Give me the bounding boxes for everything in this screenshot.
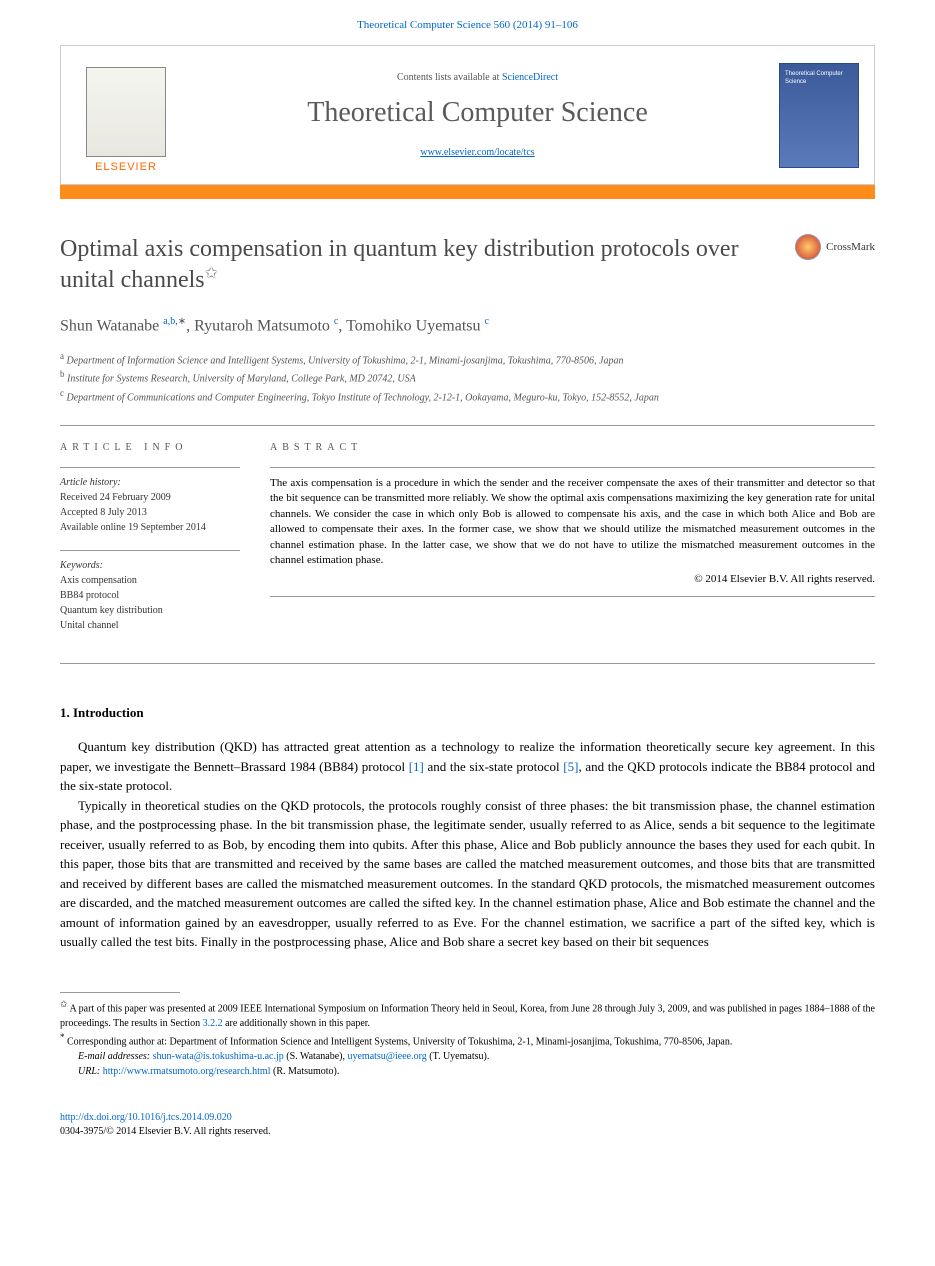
abstract-text: The axis compensation is a procedure in … (270, 476, 875, 568)
crossmark-icon (795, 234, 821, 260)
affiliations: a Department of Information Science and … (60, 350, 875, 405)
contents-line: Contents lists available at ScienceDirec… (201, 71, 754, 85)
author-1-corr: ∗ (178, 316, 186, 327)
online-line: Available online 19 September 2014 (60, 520, 240, 535)
fn-section-link[interactable]: 3.2.2 (203, 1018, 223, 1029)
abstract-divider-top (270, 467, 875, 468)
author-3-name: Tomohiko Uyematsu (346, 318, 480, 335)
title-note-marker: ✩ (205, 265, 218, 282)
header-box: ELSEVIER Contents lists available at Sci… (60, 45, 875, 185)
elsevier-tree-icon (86, 67, 166, 157)
elsevier-logo[interactable]: ELSEVIER (76, 55, 176, 175)
title-row: Optimal axis compensation in quantum key… (60, 234, 875, 295)
footnote-emails: E-mail addresses: shun-wata@is.tokushima… (60, 1049, 875, 1064)
accepted-line: Accepted 8 July 2013 (60, 505, 240, 520)
sciencedirect-link[interactable]: ScienceDirect (502, 72, 558, 83)
keyword-3: Quantum key distribution (60, 603, 240, 618)
footnote-rule (60, 992, 180, 993)
footnote-url: URL: http://www.rmatsumoto.org/research.… (60, 1064, 875, 1079)
author-1-aff[interactable]: a,b, (163, 316, 177, 327)
fn-corr-text: Corresponding author at: Department of I… (67, 1036, 732, 1047)
authors-line: Shun Watanabe a,b,∗, Ryutaroh Matsumoto … (60, 315, 875, 338)
affiliation-a: a Department of Information Science and … (60, 350, 875, 368)
ref-link-5[interactable]: [5] (563, 759, 578, 774)
received-line: Received 24 February 2009 (60, 490, 240, 505)
p1-text-b: and the six-state protocol (424, 759, 563, 774)
contents-prefix: Contents lists available at (397, 72, 502, 83)
para-1: Quantum key distribution (QKD) has attra… (60, 737, 875, 796)
author-3-aff[interactable]: c (485, 316, 489, 327)
affiliation-b-text: Institute for Systems Research, Universi… (67, 374, 416, 385)
url-who-1: (R. Matsumoto). (270, 1066, 339, 1077)
history-block: Article history: Received 24 February 20… (60, 476, 240, 535)
affiliation-c: c Department of Communications and Compu… (60, 387, 875, 405)
crossmark-label: CrossMark (826, 240, 875, 255)
footnote-corr: * Corresponding author at: Department of… (60, 1031, 875, 1049)
crossmark-badge[interactable]: CrossMark (795, 234, 875, 260)
email-link-2[interactable]: uyematsu@ieee.org (347, 1051, 426, 1062)
title-text: Optimal axis compensation in quantum key… (60, 236, 739, 293)
info-divider-2 (60, 550, 240, 551)
author-1-name: Shun Watanabe (60, 318, 159, 335)
affiliation-c-text: Department of Communications and Compute… (67, 392, 659, 403)
keyword-1: Axis compensation (60, 573, 240, 588)
para-2: Typically in theoretical studies on the … (60, 796, 875, 952)
history-label: Article history: (60, 476, 240, 490)
fn-star-text-a: A part of this paper was presented at 20… (60, 1003, 875, 1029)
author-2-aff[interactable]: c (334, 316, 338, 327)
abstract-column: ABSTRACT The axis compensation is a proc… (270, 441, 875, 648)
issn-copyright: 0304-3975/© 2014 Elsevier B.V. All right… (60, 1126, 270, 1137)
journal-cover-thumb[interactable]: Theoretical Computer Science (779, 63, 859, 168)
info-divider-1 (60, 467, 240, 468)
email-who-1: (S. Watanabe), (284, 1051, 348, 1062)
divider-bottom (60, 663, 875, 664)
article-info-column: ARTICLE INFO Article history: Received 2… (60, 441, 270, 648)
article-info-heading: ARTICLE INFO (60, 441, 240, 455)
url-link-1[interactable]: http://www.rmatsumoto.org/research.html (103, 1066, 271, 1077)
keyword-4: Unital channel (60, 618, 240, 633)
orange-divider-bar (60, 185, 875, 199)
article-title: Optimal axis compensation in quantum key… (60, 234, 795, 295)
journal-name: Theoretical Computer Science (201, 93, 754, 132)
article-body: Optimal axis compensation in quantum key… (0, 199, 935, 1099)
footer-block: http://dx.doi.org/10.1016/j.tcs.2014.09.… (0, 1099, 935, 1164)
footnotes: ✩ A part of this paper was presented at … (60, 992, 875, 1080)
email-label: E-mail addresses: (78, 1051, 153, 1062)
affiliation-a-text: Department of Information Science and In… (67, 355, 624, 366)
footnote-star: ✩ A part of this paper was presented at … (60, 998, 875, 1031)
elsevier-label: ELSEVIER (95, 160, 157, 175)
keyword-2: BB84 protocol (60, 588, 240, 603)
fn-star-text-b: are additionally shown in this paper. (223, 1018, 370, 1029)
ref-link-1[interactable]: [1] (409, 759, 424, 774)
keywords-label: Keywords: (60, 559, 240, 573)
abstract-copyright: © 2014 Elsevier B.V. All rights reserved… (270, 572, 875, 587)
url-label: URL: (78, 1066, 103, 1077)
doi-link[interactable]: http://dx.doi.org/10.1016/j.tcs.2014.09.… (60, 1112, 232, 1123)
info-abstract-row: ARTICLE INFO Article history: Received 2… (60, 426, 875, 663)
journal-url-link[interactable]: www.elsevier.com/locate/tcs (420, 147, 534, 158)
email-who-2: (T. Uyematsu). (427, 1051, 490, 1062)
author-2-name: Ryutaroh Matsumoto (194, 318, 330, 335)
affiliation-b: b Institute for Systems Research, Univer… (60, 368, 875, 386)
header-center: Contents lists available at ScienceDirec… (191, 61, 764, 170)
abstract-divider-bottom (270, 596, 875, 597)
section-1-heading: 1. Introduction (60, 704, 875, 722)
header-citation: Theoretical Computer Science 560 (2014) … (0, 0, 935, 45)
email-link-1[interactable]: shun-wata@is.tokushima-u.ac.jp (153, 1051, 284, 1062)
journal-thumb-label: Theoretical Computer Science (785, 70, 858, 87)
abstract-heading: ABSTRACT (270, 441, 875, 455)
keywords-block: Keywords: Axis compensation BB84 protoco… (60, 559, 240, 633)
